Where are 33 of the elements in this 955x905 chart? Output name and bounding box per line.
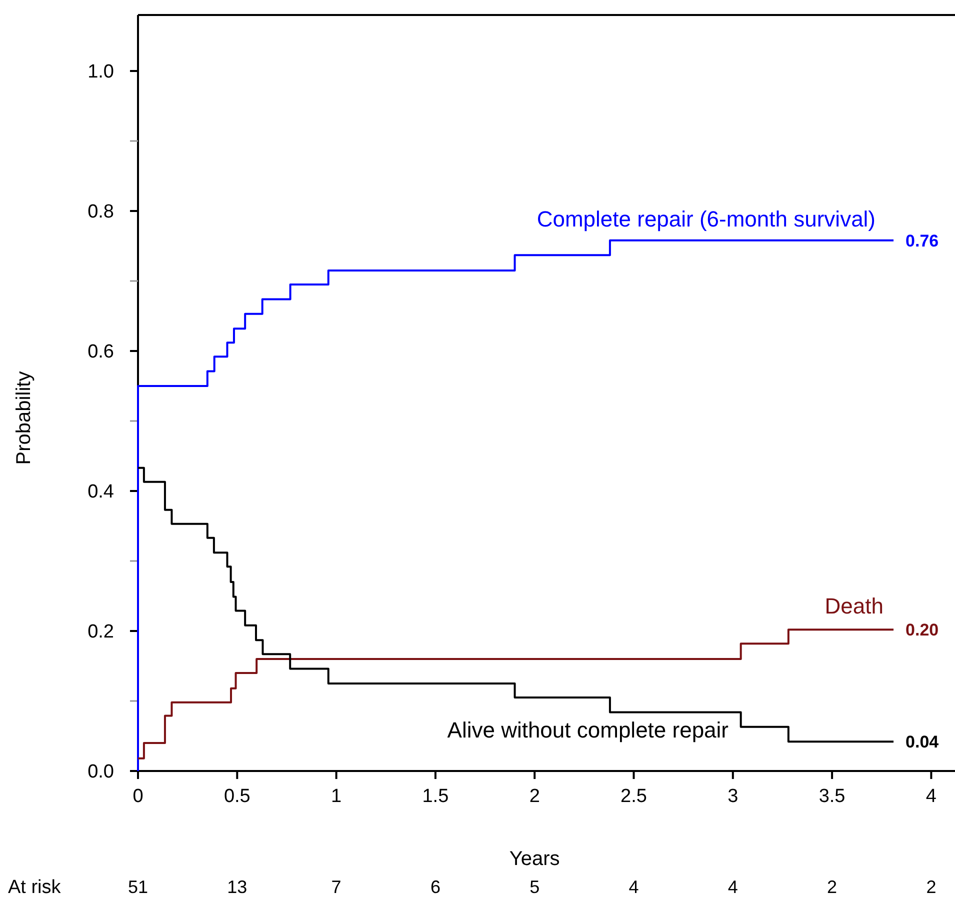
x-tick-label: 2 bbox=[529, 786, 540, 807]
x-tick-label: 2.5 bbox=[620, 786, 647, 807]
y-axis-title: Probability bbox=[13, 371, 35, 465]
x-tick-label: 0.5 bbox=[224, 786, 250, 807]
text: 51 bbox=[128, 877, 148, 897]
series-label: Death bbox=[824, 594, 884, 619]
annotation: 0.76 bbox=[906, 231, 939, 250]
text: At risk bbox=[8, 877, 62, 898]
annotation: 0.04 bbox=[906, 732, 940, 752]
x-tick-label: 1 bbox=[331, 786, 342, 807]
text: 6 bbox=[430, 877, 440, 897]
series-label: Alive without complete repair bbox=[447, 718, 729, 743]
y-tick-label: 0.4 bbox=[88, 482, 114, 503]
text: 4 bbox=[728, 877, 738, 897]
x-axis-title: Years bbox=[509, 848, 560, 870]
text: 5 bbox=[530, 877, 540, 897]
x-tick-label: 3 bbox=[728, 786, 738, 807]
text: 4 bbox=[628, 877, 639, 897]
text: 2 bbox=[926, 877, 936, 897]
series-label: Complete repair (6-month survival) bbox=[536, 206, 876, 232]
y-tick-label: 0.8 bbox=[88, 202, 114, 223]
y-tick-label: 1.0 bbox=[88, 62, 114, 83]
text: 13 bbox=[227, 877, 248, 897]
annotation: 0.20 bbox=[906, 620, 939, 640]
x-tick-label: 0 bbox=[132, 786, 144, 807]
x-tick-label: 4 bbox=[926, 786, 937, 807]
x-tick-label: 1.5 bbox=[422, 786, 449, 807]
text: 7 bbox=[331, 877, 342, 897]
x-tick-label: 3.5 bbox=[818, 786, 846, 807]
y-tick-label: 0.6 bbox=[88, 342, 114, 363]
y-tick-label: 0.2 bbox=[88, 622, 114, 643]
text: 2 bbox=[827, 877, 838, 897]
y-tick-label: 0.0 bbox=[88, 762, 114, 783]
